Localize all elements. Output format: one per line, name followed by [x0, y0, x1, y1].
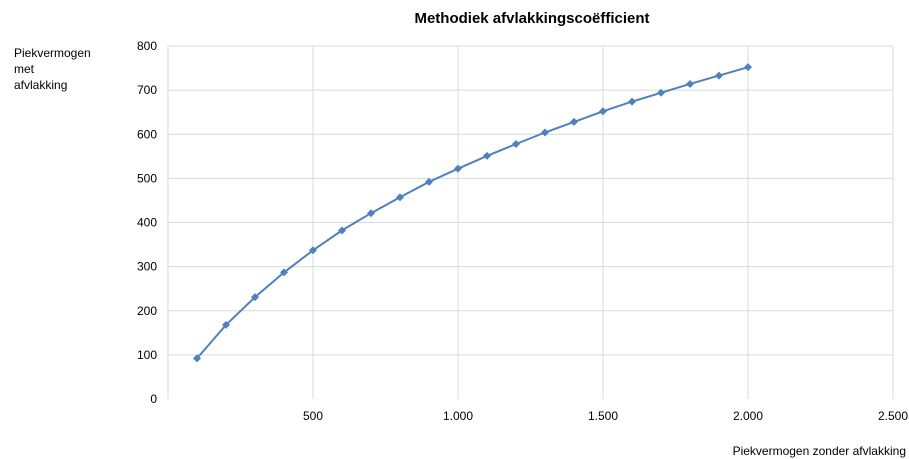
series-line — [196, 66, 749, 360]
data-point-marker — [628, 97, 636, 106]
y-tick-label: 0 — [150, 392, 157, 406]
data-point-marker — [483, 151, 491, 160]
data-point-marker — [599, 107, 607, 116]
x-tick-label: 1.000 — [443, 409, 473, 423]
y-axis-label-line-1: Piekvermogen — [14, 46, 91, 60]
data-point-marker — [309, 246, 317, 255]
y-axis-label-line-3: afvlakking — [14, 78, 67, 92]
x-tick-label: 2.000 — [733, 409, 763, 423]
x-tick-label: 2.500 — [878, 409, 908, 423]
x-tick-label: 1.500 — [588, 409, 618, 423]
data-point-marker — [367, 209, 375, 218]
x-tick-label: 500 — [303, 409, 323, 423]
data-point-marker — [251, 293, 259, 302]
y-tick-label: 500 — [137, 171, 157, 185]
chart-title: Methodiek afvlakkingscoëfficient — [414, 10, 649, 27]
data-point-marker — [541, 128, 549, 137]
data-point-marker — [454, 164, 462, 173]
y-axis-label: Piekvermogen met afvlakking — [14, 46, 94, 92]
y-tick-label: 400 — [137, 216, 157, 230]
data-point-marker — [396, 193, 404, 202]
data-point-marker — [570, 117, 578, 126]
y-tick-label: 200 — [137, 304, 157, 318]
data-point-marker — [193, 354, 201, 363]
y-tick-label: 600 — [137, 127, 157, 141]
y-tick-label: 700 — [137, 83, 157, 97]
y-tick-label: 800 — [137, 39, 157, 53]
data-point-marker — [338, 226, 346, 235]
data-point-marker — [686, 79, 694, 88]
x-axis-label: Piekvermogen zonder afvlakking — [733, 444, 906, 458]
data-point-marker — [222, 320, 230, 329]
y-axis-label-line-2: met — [14, 62, 35, 76]
data-point-marker — [512, 139, 520, 148]
data-point-marker — [657, 88, 665, 97]
data-point-marker — [280, 268, 288, 277]
y-tick-label: 300 — [137, 260, 157, 274]
y-tick-label: 100 — [137, 348, 157, 362]
data-point-marker — [744, 63, 752, 72]
data-point-marker — [425, 177, 433, 186]
plot-area: 0 100 200 300 400 500 600 700 800 500 1.000 1.500 2.… — [137, 39, 908, 423]
data-point-marker — [715, 71, 723, 80]
